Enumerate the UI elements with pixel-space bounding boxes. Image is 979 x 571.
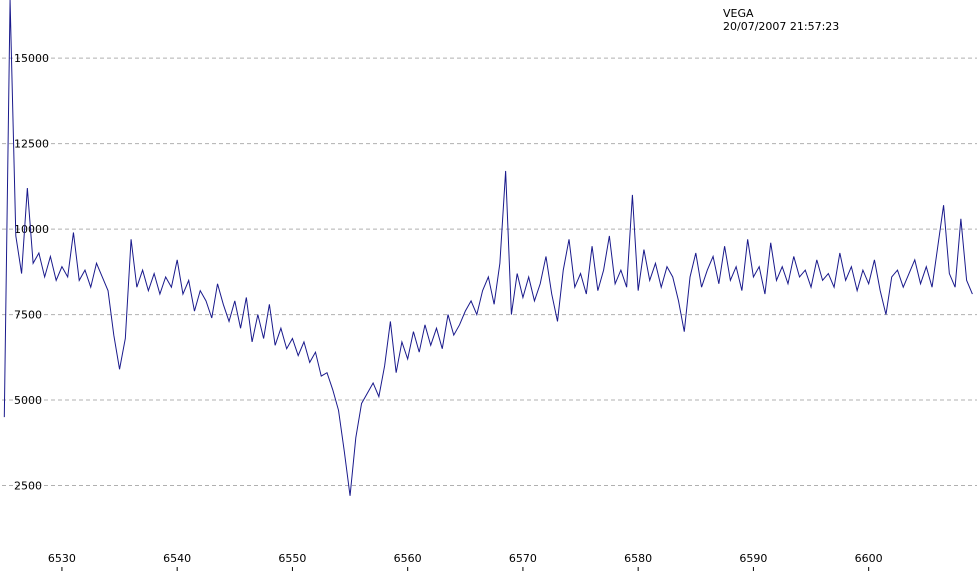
y-tick-label: 15000 xyxy=(14,52,49,65)
x-tick-label: 6590 xyxy=(739,552,767,565)
spectrum-line xyxy=(3,0,973,496)
y-tick-label: 12500 xyxy=(14,138,49,151)
x-tick-label: 6570 xyxy=(509,552,537,565)
x-tick-label: 6580 xyxy=(624,552,652,565)
x-tick-label: 6550 xyxy=(278,552,306,565)
x-tick-label: 6600 xyxy=(855,552,883,565)
x-tick-label: 6540 xyxy=(163,552,191,565)
chart-subtitle: 20/07/2007 21:57:23 xyxy=(723,20,839,33)
x-tick-label: 6530 xyxy=(48,552,76,565)
y-tick-label: 5000 xyxy=(14,394,42,407)
y-tick-label: 2500 xyxy=(14,480,42,493)
chart-title: VEGA xyxy=(723,7,754,20)
y-tick-label: 10000 xyxy=(14,223,49,236)
y-tick-label: 7500 xyxy=(14,309,42,322)
x-tick-label: 6560 xyxy=(394,552,422,565)
